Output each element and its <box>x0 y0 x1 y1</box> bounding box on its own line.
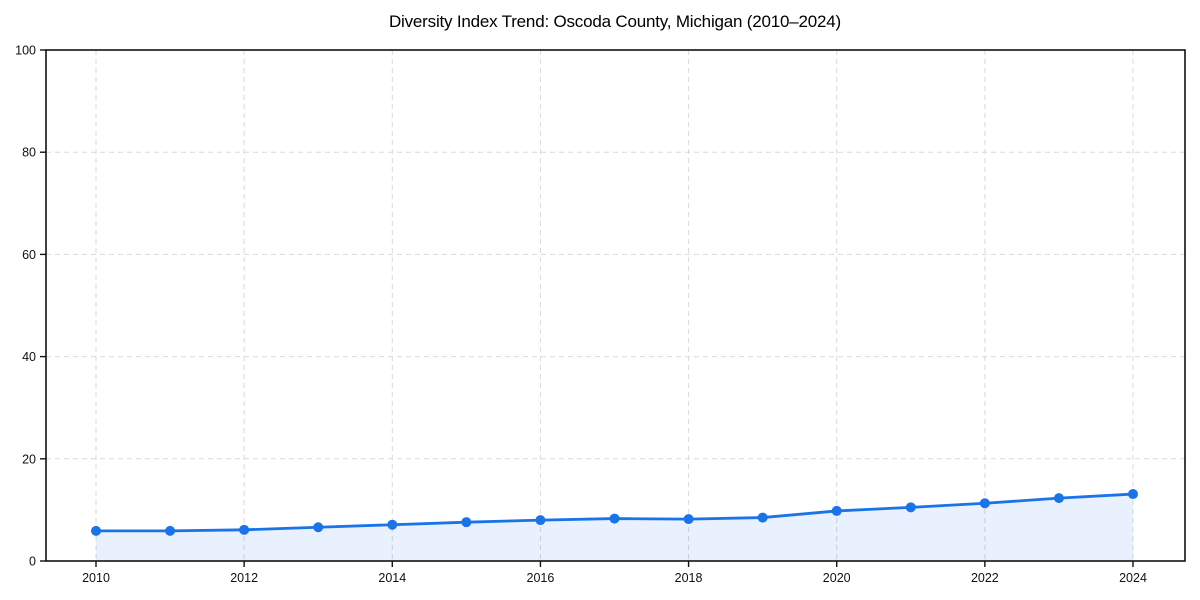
data-point <box>239 524 250 535</box>
x-axis-label: 2014 <box>378 571 406 585</box>
x-axis-label: 2010 <box>82 571 110 585</box>
y-axis-label: 100 <box>15 44 36 58</box>
data-point <box>905 502 916 513</box>
data-point <box>165 525 176 536</box>
data-point <box>313 522 324 533</box>
data-point <box>387 519 398 530</box>
data-point <box>91 525 101 536</box>
y-axis-label: 0 <box>29 555 36 569</box>
x-axis-label: 2024 <box>1119 571 1147 585</box>
y-axis-label: 40 <box>22 350 36 364</box>
data-point <box>461 517 472 528</box>
plot-frame <box>45 49 1186 562</box>
x-axis-label: 2012 <box>230 571 258 585</box>
x-axis-label: 2018 <box>675 571 703 585</box>
data-point <box>609 513 620 524</box>
data-point <box>757 512 768 523</box>
data-point <box>683 514 694 525</box>
data-point <box>535 515 546 526</box>
data-point <box>979 498 990 509</box>
data-point <box>831 505 842 516</box>
area-fill <box>96 494 1133 561</box>
chart-title: Diversity Index Trend: Oscoda County, Mi… <box>388 12 842 31</box>
x-axis-label: 2022 <box>971 571 999 585</box>
y-axis-label: 20 <box>22 452 36 466</box>
x-axis-label: 2020 <box>823 571 851 585</box>
data-point <box>1053 493 1064 504</box>
y-axis-label: 80 <box>22 146 36 160</box>
y-axis-label: 60 <box>22 248 36 262</box>
x-axis-label: 2016 <box>527 571 555 585</box>
data-point <box>1128 489 1138 500</box>
